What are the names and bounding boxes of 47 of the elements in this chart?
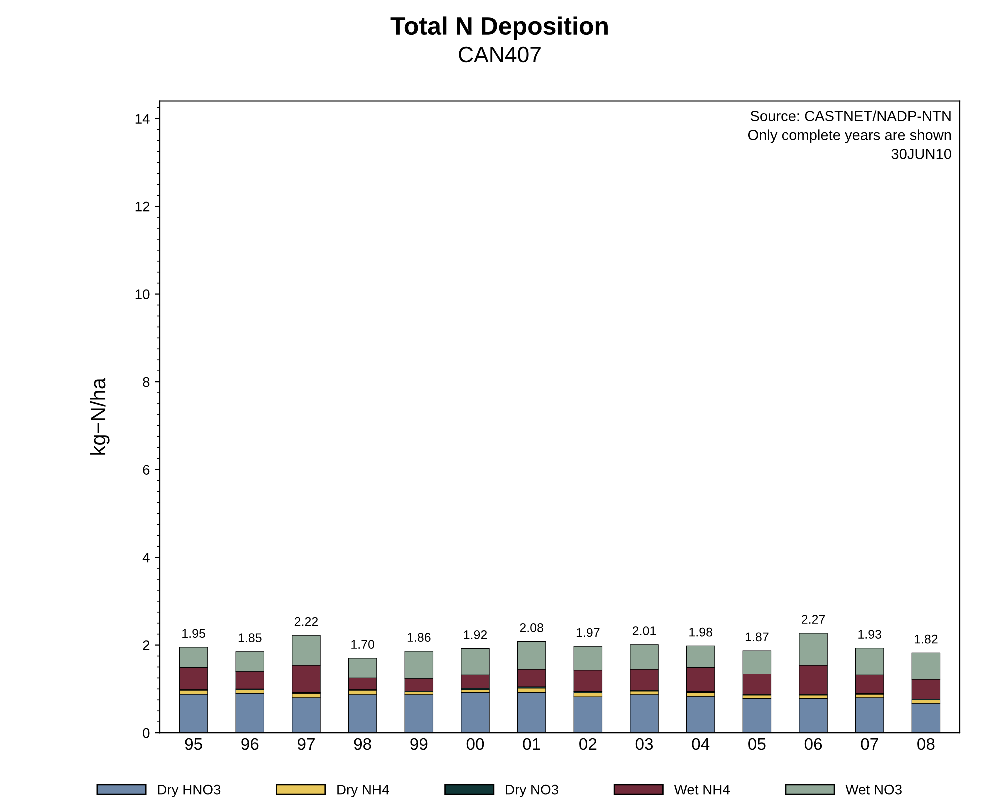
y-tick-label: 8 bbox=[143, 377, 150, 388]
x-tick-label: 02 bbox=[580, 738, 597, 750]
x-tick-label: 96 bbox=[242, 738, 259, 750]
x-tick-label: 03 bbox=[636, 738, 654, 750]
y-axis-title: kg−N/ha bbox=[90, 378, 110, 455]
x-tick-label: 07 bbox=[861, 738, 878, 750]
total-label: 1.97 bbox=[576, 628, 600, 638]
total-label: 2.08 bbox=[520, 624, 544, 632]
legend-label: Dry NH4 bbox=[338, 785, 390, 798]
y-tick-label: 0 bbox=[143, 728, 150, 738]
x-tick-label: 05 bbox=[748, 738, 766, 750]
total-label: 1.93 bbox=[858, 630, 882, 639]
annotation: 30JUN10 bbox=[892, 149, 952, 160]
y-tick-label: 4 bbox=[142, 553, 150, 563]
legend-label: Dry NO3 bbox=[506, 784, 558, 798]
total-label: 1.98 bbox=[690, 628, 712, 637]
total-label: 2.22 bbox=[294, 617, 318, 626]
y-tick-label: 12 bbox=[136, 202, 150, 212]
legend-label: Wet NO3 bbox=[846, 784, 902, 795]
legend-label: Dry HNO3 bbox=[158, 784, 221, 798]
x-tick-label: 95 bbox=[185, 738, 202, 750]
total-label: 1.87 bbox=[746, 632, 769, 642]
total-label: 1.95 bbox=[182, 629, 206, 638]
total-label: 1.86 bbox=[408, 633, 431, 642]
total-label: 1.70 bbox=[352, 640, 374, 650]
x-tick-label: 04 bbox=[692, 738, 710, 750]
x-tick-label: 01 bbox=[523, 738, 540, 750]
x-tick-label: 97 bbox=[298, 738, 315, 750]
total-label: 1.82 bbox=[914, 634, 938, 644]
total-label: 1.92 bbox=[464, 630, 488, 640]
x-tick-label: 99 bbox=[410, 738, 428, 750]
chart-subtitle: CAN407 bbox=[459, 46, 541, 63]
total-label: 2.27 bbox=[802, 615, 826, 624]
x-tick-label: 06 bbox=[804, 738, 822, 750]
chart-title: Total N Deposition bbox=[390, 16, 608, 40]
annotation: Source: CASTNET/NADP-NTN bbox=[750, 110, 951, 122]
y-tick-label: 14 bbox=[136, 114, 150, 124]
total-label: 1.85 bbox=[238, 634, 262, 642]
y-tick-label: 10 bbox=[136, 290, 150, 300]
total-label: 2.01 bbox=[632, 626, 656, 636]
y-tick-label: 6 bbox=[143, 465, 150, 475]
legend-label: Wet NH4 bbox=[674, 785, 730, 795]
y-tick-label: 2 bbox=[143, 640, 150, 650]
x-tick-label: 00 bbox=[466, 738, 484, 750]
x-tick-label: 98 bbox=[354, 738, 372, 750]
x-tick-label: 08 bbox=[918, 738, 935, 750]
annotation: Only complete years are shown bbox=[748, 130, 952, 144]
